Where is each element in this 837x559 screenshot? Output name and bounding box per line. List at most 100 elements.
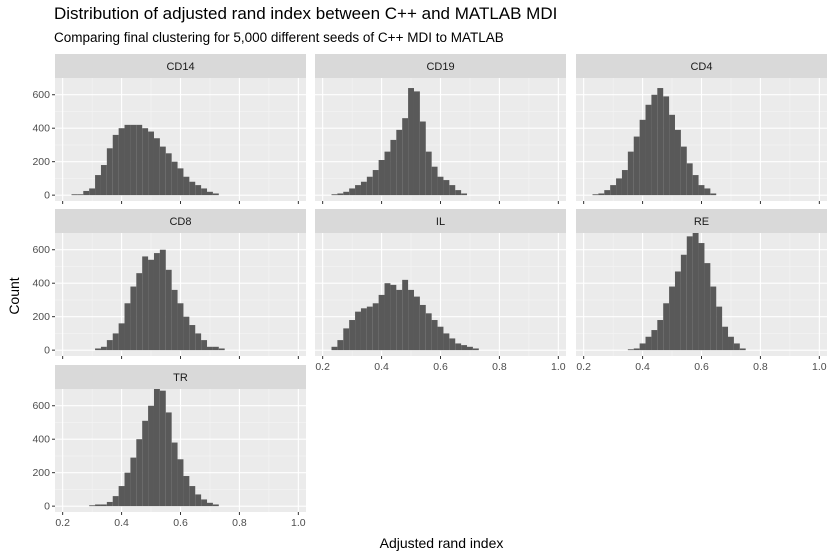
histogram-bar <box>124 303 131 351</box>
facet-label-cd14: CD14 <box>166 61 194 73</box>
x-tick-label: 0.4 <box>114 517 129 529</box>
histogram-bar <box>201 188 208 196</box>
histogram-bar <box>360 181 367 196</box>
y-tick-label: 200 <box>32 156 50 168</box>
histogram-bar <box>148 131 154 196</box>
y-tick-label: 400 <box>32 123 50 135</box>
histogram-bar <box>142 420 149 507</box>
y-tick-label: 0 <box>44 345 50 357</box>
histogram-bar <box>130 124 137 196</box>
histogram-bar <box>331 194 338 196</box>
histogram-bar <box>674 129 681 196</box>
facet-strip-cd14 <box>55 54 306 78</box>
histogram-bar <box>692 175 699 196</box>
histogram-bar <box>390 284 397 351</box>
histogram-bar <box>343 328 350 351</box>
y-tick-label: 400 <box>32 278 50 290</box>
histogram-bar <box>651 330 658 351</box>
histogram-bar <box>408 88 414 196</box>
histogram-bar <box>384 151 391 196</box>
histogram-bar <box>130 457 137 507</box>
histogram-bar <box>610 185 617 196</box>
facet-label-tr: TR <box>173 372 188 384</box>
histogram-bar <box>337 340 344 351</box>
histogram-bar <box>698 243 705 351</box>
histogram-bar <box>621 170 628 196</box>
histogram-bar <box>657 88 664 196</box>
histogram-bar <box>212 346 219 351</box>
y-axis-label: Count <box>6 277 22 315</box>
histogram-bar <box>212 504 219 507</box>
x-tick-label: 0.6 <box>173 517 188 529</box>
histogram-bar <box>598 193 605 196</box>
histogram-bar <box>165 153 172 196</box>
histogram-bar <box>159 146 166 196</box>
x-tick-label: 1.0 <box>291 517 306 529</box>
histogram-bar <box>604 190 611 196</box>
histogram-bar <box>100 504 107 507</box>
facet-cd19: CD19 <box>315 54 566 204</box>
histogram-bar <box>739 348 746 351</box>
histogram-bar <box>148 259 154 351</box>
histogram-bar <box>106 340 113 351</box>
histogram-bar <box>201 340 208 351</box>
x-tick-label: 0.2 <box>55 517 70 529</box>
histogram-bar <box>83 190 90 196</box>
facet-cd4: CD4 <box>576 54 827 204</box>
histogram-bar <box>378 294 385 351</box>
histogram-bar <box>616 178 622 196</box>
chart-title: Distribution of adjusted rand index betw… <box>54 4 558 23</box>
facet-strip-cd8 <box>55 209 306 233</box>
facet-label-re: RE <box>694 216 709 228</box>
histogram-bar <box>148 405 154 507</box>
histogram-bar <box>627 349 634 351</box>
x-tick-label: 0.8 <box>492 361 507 373</box>
histogram-bar <box>142 256 149 351</box>
facet-cd8: CD8 0 200 400 600 <box>32 209 306 359</box>
histogram-bar <box>71 194 78 196</box>
x-tick-label: 0.6 <box>433 361 448 373</box>
histogram-bar <box>651 94 658 196</box>
histogram-bar <box>669 286 675 351</box>
histogram-bar <box>331 346 338 351</box>
histogram-bar <box>355 311 361 351</box>
histogram-bar <box>674 271 681 351</box>
histogram-bar <box>372 170 379 196</box>
histogram-bar <box>680 146 687 196</box>
histogram-bar <box>89 505 96 507</box>
histogram-bar <box>657 320 664 351</box>
histogram-bar <box>639 119 646 196</box>
histogram-bar <box>177 459 184 507</box>
y-tick-label: 0 <box>44 501 50 513</box>
histogram-bar <box>142 128 149 196</box>
histogram-bar <box>360 308 367 351</box>
histogram-bar <box>461 193 468 196</box>
histogram-bar <box>704 188 711 196</box>
x-tick-label: 0.8 <box>232 517 247 529</box>
facet-re: RE 0.2 0.4 0.6 0.8 1.0 <box>576 209 827 373</box>
histogram-bar <box>355 185 361 196</box>
histogram-bar <box>396 289 403 351</box>
histogram-bar <box>722 326 729 351</box>
histogram-bar <box>349 320 356 351</box>
histogram-bar <box>592 194 599 196</box>
histogram-bar <box>645 104 652 196</box>
histogram-bar <box>207 346 213 351</box>
histogram-bar <box>100 346 107 351</box>
histogram-bar <box>645 336 652 351</box>
histogram-bar <box>349 188 356 196</box>
histogram-bar <box>390 139 397 196</box>
histogram-bar <box>413 91 420 196</box>
histogram-bar <box>419 304 426 351</box>
histogram-bar <box>195 494 202 507</box>
histogram-bar <box>633 348 640 351</box>
facet-strip-tr <box>55 365 306 389</box>
x-tick-label: 0.2 <box>576 361 591 373</box>
histogram-bar <box>159 390 166 507</box>
histogram-bar <box>106 148 113 196</box>
histogram-bar <box>337 193 344 196</box>
histogram-bar <box>195 185 202 196</box>
y-tick-label: 200 <box>32 311 50 323</box>
x-tick-label: 0.4 <box>374 361 389 373</box>
histogram-bar <box>455 343 462 351</box>
